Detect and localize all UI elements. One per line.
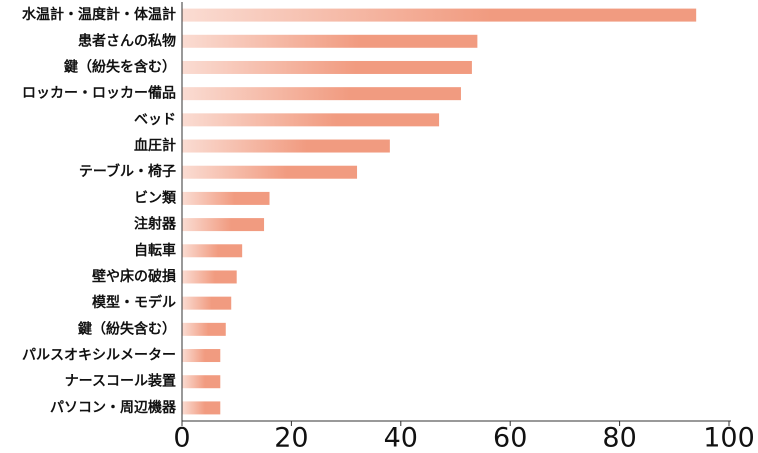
bar xyxy=(182,60,472,74)
bar xyxy=(182,139,390,153)
category-label: パソコン・周辺機器 xyxy=(50,399,177,416)
x-tick-label: 100 xyxy=(703,423,755,453)
bar xyxy=(182,34,478,48)
bar xyxy=(182,322,226,336)
category-label: ロッカー・ロッカー備品 xyxy=(22,85,176,102)
bar xyxy=(182,296,232,310)
bar xyxy=(182,401,221,415)
bar xyxy=(182,8,697,22)
bar xyxy=(182,244,243,258)
x-tick-label: 60 xyxy=(493,423,527,453)
x-tick-label: 20 xyxy=(274,423,308,453)
bar xyxy=(182,165,358,179)
category-label: 自転車 xyxy=(134,242,176,259)
category-label: ビン類 xyxy=(134,190,177,206)
bar xyxy=(182,270,237,284)
x-tick-label: 0 xyxy=(173,423,190,453)
category-label: 壁や床の破損 xyxy=(92,268,177,285)
category-label: 血圧計 xyxy=(134,137,176,154)
category-label: パルスオキシルメーター xyxy=(22,348,176,364)
category-label: 水温計・温度計・体温計 xyxy=(22,6,176,23)
x-tick-label: 40 xyxy=(384,423,418,453)
category-label: ベッド xyxy=(134,112,176,128)
category-label: 鍵（紛失含む） xyxy=(78,320,176,337)
category-label: 注射器 xyxy=(134,216,177,233)
category-label: 患者さんの私物 xyxy=(78,32,176,49)
category-label: 鍵（紛失を含む） xyxy=(64,58,176,75)
category-label: 模型・モデル xyxy=(92,294,176,311)
bar xyxy=(182,349,221,363)
bar xyxy=(182,87,461,101)
category-label: ナースコール装置 xyxy=(65,373,176,390)
bar xyxy=(182,218,265,232)
bar xyxy=(182,191,270,205)
category-label: テーブル・椅子 xyxy=(79,163,176,180)
bar xyxy=(182,113,440,127)
bar xyxy=(182,375,221,389)
x-tick-label: 80 xyxy=(602,423,636,453)
